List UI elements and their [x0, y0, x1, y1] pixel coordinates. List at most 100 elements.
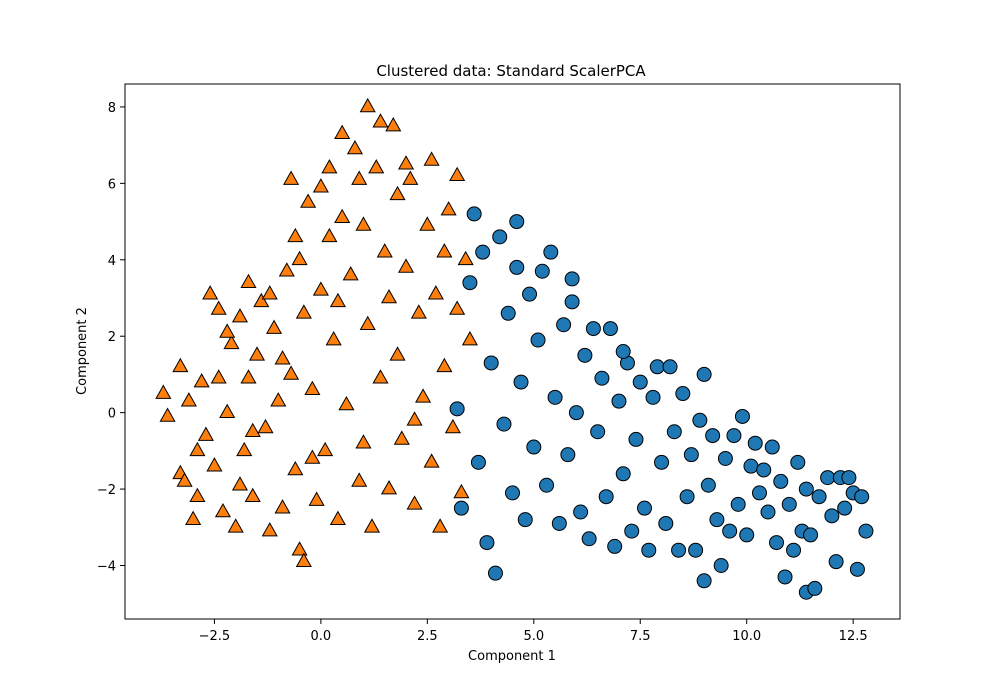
- triangle-point: [291, 250, 308, 266]
- circle-point: [675, 386, 691, 402]
- triangle-point: [283, 365, 300, 380]
- triangle-point: [440, 201, 457, 216]
- circle-point: [696, 573, 712, 589]
- x-axis: −2.5 0.0 2.5 5.0 7.5 10.0 12.5: [199, 619, 868, 644]
- circle-point: [611, 393, 627, 409]
- circle-point: [466, 206, 482, 222]
- circle-point: [688, 542, 704, 558]
- circle-point: [756, 462, 772, 478]
- x-tick-label: 7.5: [630, 629, 651, 644]
- circle-point: [713, 558, 729, 573]
- triangle-point: [449, 166, 466, 182]
- plot-frame: [124, 83, 901, 620]
- triangle-point: [244, 422, 261, 438]
- circle-point: [526, 439, 542, 455]
- circle-point: [492, 229, 508, 245]
- circle-point: [479, 535, 495, 551]
- y-tick-label: 4: [108, 254, 116, 269]
- circle-point: [602, 321, 618, 337]
- triangle-point: [312, 281, 329, 296]
- circle-point: [807, 580, 823, 596]
- circle-point: [564, 271, 580, 287]
- triangle-point: [457, 250, 474, 266]
- triangle-point: [444, 418, 461, 434]
- circle-point: [632, 374, 648, 390]
- triangle-point: [283, 170, 300, 185]
- x-tick-label: 12.5: [839, 629, 868, 644]
- chart-title: Clustered data: Standard ScalerPCA: [376, 62, 646, 80]
- circle-point: [462, 275, 478, 291]
- circle-point: [547, 389, 563, 405]
- triangle-point: [355, 434, 372, 449]
- circle-point: [803, 527, 819, 543]
- triangle-point: [449, 300, 466, 315]
- circle-point: [773, 473, 789, 489]
- triangle-point: [355, 216, 372, 231]
- triangle-point: [406, 411, 423, 426]
- triangle-point: [261, 522, 278, 537]
- triangle-point: [197, 426, 214, 441]
- circle-point: [581, 531, 597, 547]
- circle-point: [637, 500, 653, 516]
- triangle-point: [244, 487, 261, 503]
- triangle-point: [419, 216, 436, 231]
- triangle-point: [219, 323, 236, 338]
- triangle-point: [380, 480, 398, 495]
- triangle-point: [180, 392, 197, 407]
- triangle-point: [270, 392, 287, 407]
- circle-point: [734, 408, 750, 424]
- circle-point: [539, 477, 555, 493]
- triangle-point: [397, 258, 415, 273]
- triangle-point: [380, 288, 398, 304]
- triangle-point: [257, 418, 274, 434]
- x-tick-label: 2.5: [417, 629, 438, 644]
- circle-point: [692, 412, 708, 428]
- triangle-point: [159, 407, 176, 422]
- circle-point: [717, 451, 733, 466]
- triangle-point: [278, 262, 295, 277]
- circle-point: [513, 374, 529, 390]
- circle-point: [777, 569, 793, 585]
- triangle-point: [287, 460, 304, 476]
- triangle-point: [155, 384, 172, 399]
- circle-point: [470, 454, 486, 470]
- triangle-point: [308, 491, 325, 506]
- circle-point: [645, 389, 661, 405]
- circle-point: [568, 405, 584, 421]
- triangle-point: [312, 178, 329, 193]
- circle-point: [764, 439, 780, 455]
- circle-point: [671, 542, 687, 558]
- triangle-point: [397, 155, 415, 170]
- circle-point: [820, 470, 836, 486]
- y-tick-label: 8: [108, 101, 116, 116]
- circle-point: [607, 538, 623, 554]
- triangle-point: [415, 388, 432, 403]
- circle-point: [483, 355, 499, 371]
- triangle-point: [321, 227, 338, 243]
- circle-point: [496, 416, 512, 432]
- triangle-point: [317, 441, 334, 457]
- circle-point: [517, 512, 533, 528]
- circle-point: [722, 523, 738, 539]
- circle-point: [696, 366, 712, 382]
- circle-point: [598, 489, 614, 505]
- circle-point: [849, 561, 865, 577]
- triangle-point: [351, 472, 368, 487]
- triangle-point: [240, 273, 257, 289]
- triangle-point: [236, 441, 253, 457]
- circle-point: [709, 512, 725, 528]
- circle-point: [487, 565, 503, 581]
- triangle-point: [219, 403, 236, 418]
- circle-point: [751, 485, 767, 501]
- circle-point: [798, 481, 814, 497]
- triangle-point: [295, 304, 312, 319]
- triangle-point: [334, 208, 351, 224]
- circle-point: [811, 489, 827, 505]
- triangle-point: [453, 483, 470, 499]
- circle-point: [449, 401, 465, 417]
- triangle-point: [423, 151, 440, 166]
- triangle-point: [321, 159, 338, 174]
- circle-point: [824, 508, 840, 524]
- circle-point: [705, 428, 721, 444]
